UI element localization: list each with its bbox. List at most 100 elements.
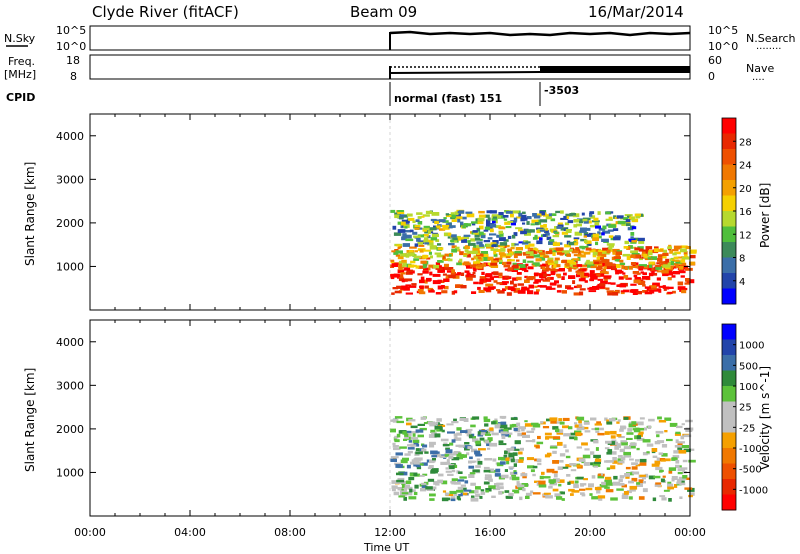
power-cell [489, 233, 497, 236]
power-cell [444, 253, 449, 257]
power-cell [457, 210, 464, 214]
power-cell [659, 264, 666, 269]
power-cell [454, 211, 459, 216]
velocity-cell [483, 416, 488, 420]
velocity-cell [513, 463, 517, 467]
power-cell [627, 215, 631, 219]
power-cell [583, 235, 587, 238]
velocity-cell [415, 465, 421, 468]
power-cell [443, 278, 450, 282]
power-cell [514, 252, 522, 256]
power-cell [435, 225, 441, 229]
power-cell [673, 245, 682, 250]
power-cell [466, 277, 473, 281]
power-cell [630, 283, 637, 286]
velocity-cell [409, 472, 418, 477]
velocity-cell [638, 431, 644, 435]
velocity-cell [686, 477, 690, 480]
power-cell [504, 244, 510, 248]
power-cell [439, 228, 446, 231]
velocity-cell [628, 423, 636, 428]
velocity-cell [552, 436, 561, 440]
velocity-cell [619, 448, 625, 453]
power-cell [590, 215, 596, 219]
velocity-cell [562, 425, 569, 429]
velocity-cell [408, 440, 412, 443]
velocity-cell [453, 493, 458, 496]
velocity-cell [687, 487, 695, 492]
velocity-cell [459, 417, 466, 421]
velocity-cell [516, 483, 521, 487]
velocity-cell [445, 461, 450, 465]
power-cell [487, 286, 495, 290]
velocity-cell [669, 422, 678, 427]
power-cell [584, 272, 589, 276]
velocity-cell [489, 442, 498, 447]
velocity-cell [494, 473, 501, 477]
power-cell [545, 286, 552, 290]
power-cell [615, 270, 622, 274]
velocity-cell [460, 430, 468, 433]
velocity-cell [557, 479, 565, 483]
power-cell [424, 285, 429, 289]
power-cell [415, 265, 420, 269]
power-cell [498, 226, 506, 230]
power-cell [443, 267, 448, 270]
velocity-cell [536, 458, 542, 463]
velocity-cell [681, 423, 685, 426]
power-cell [479, 244, 484, 247]
velocity-cell [568, 488, 575, 492]
velocity-cell [578, 423, 583, 427]
power-cell [576, 272, 585, 275]
power-cell [490, 228, 494, 233]
velocity-cell [631, 462, 639, 466]
power-cell [620, 270, 624, 274]
power-cell [552, 235, 560, 238]
power-cell [400, 221, 406, 226]
power-cell [623, 275, 629, 279]
velocity-cell [629, 485, 638, 490]
power-cell [427, 242, 434, 246]
power-cell [473, 268, 477, 272]
power-cell [578, 268, 585, 271]
power-cell [394, 214, 402, 219]
power-cell [560, 210, 564, 214]
velocity-cell [688, 494, 693, 498]
velocity-colorbar-segment [722, 494, 736, 511]
velocity-cell [631, 466, 638, 470]
velocity-colorbar-segment [722, 448, 736, 464]
power-cell [592, 254, 597, 258]
power-cell [489, 223, 497, 228]
velocity-cell [393, 447, 401, 451]
power-cell [401, 264, 407, 267]
velocity-cell [610, 430, 617, 435]
power-cell [571, 250, 578, 254]
power-cell [537, 240, 543, 243]
velocity-cell [574, 480, 579, 484]
velocity-cell [636, 483, 643, 487]
velocity-cell [469, 456, 473, 460]
power-colorbar-tick-label: 4 [739, 277, 745, 288]
power-cell [612, 228, 619, 231]
power-cell [594, 261, 600, 265]
velocity-cell [590, 417, 597, 421]
velocity-cell [495, 468, 501, 473]
power-cell [436, 254, 445, 258]
power-cell [614, 258, 621, 262]
power-cell [521, 214, 527, 219]
power-cell [539, 285, 547, 288]
velocity-cell [525, 492, 532, 496]
power-cell [545, 227, 549, 231]
velocity-cell [453, 433, 458, 437]
power-cell [624, 240, 630, 245]
velocity-cell [628, 496, 633, 500]
power-cell [435, 267, 443, 270]
velocity-cell [422, 473, 428, 476]
power-cell [654, 246, 659, 250]
velocity-cell [407, 444, 413, 447]
power-cell [551, 213, 557, 216]
power-cell [675, 260, 683, 264]
power-cell [675, 256, 682, 259]
power-cell [689, 254, 696, 259]
